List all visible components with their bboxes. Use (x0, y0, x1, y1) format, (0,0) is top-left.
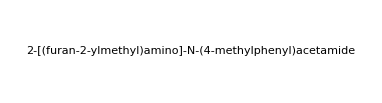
Text: 2-[(furan-2-ylmethyl)amino]-N-(4-methylphenyl)acetamide: 2-[(furan-2-ylmethyl)amino]-N-(4-methylp… (26, 46, 356, 57)
